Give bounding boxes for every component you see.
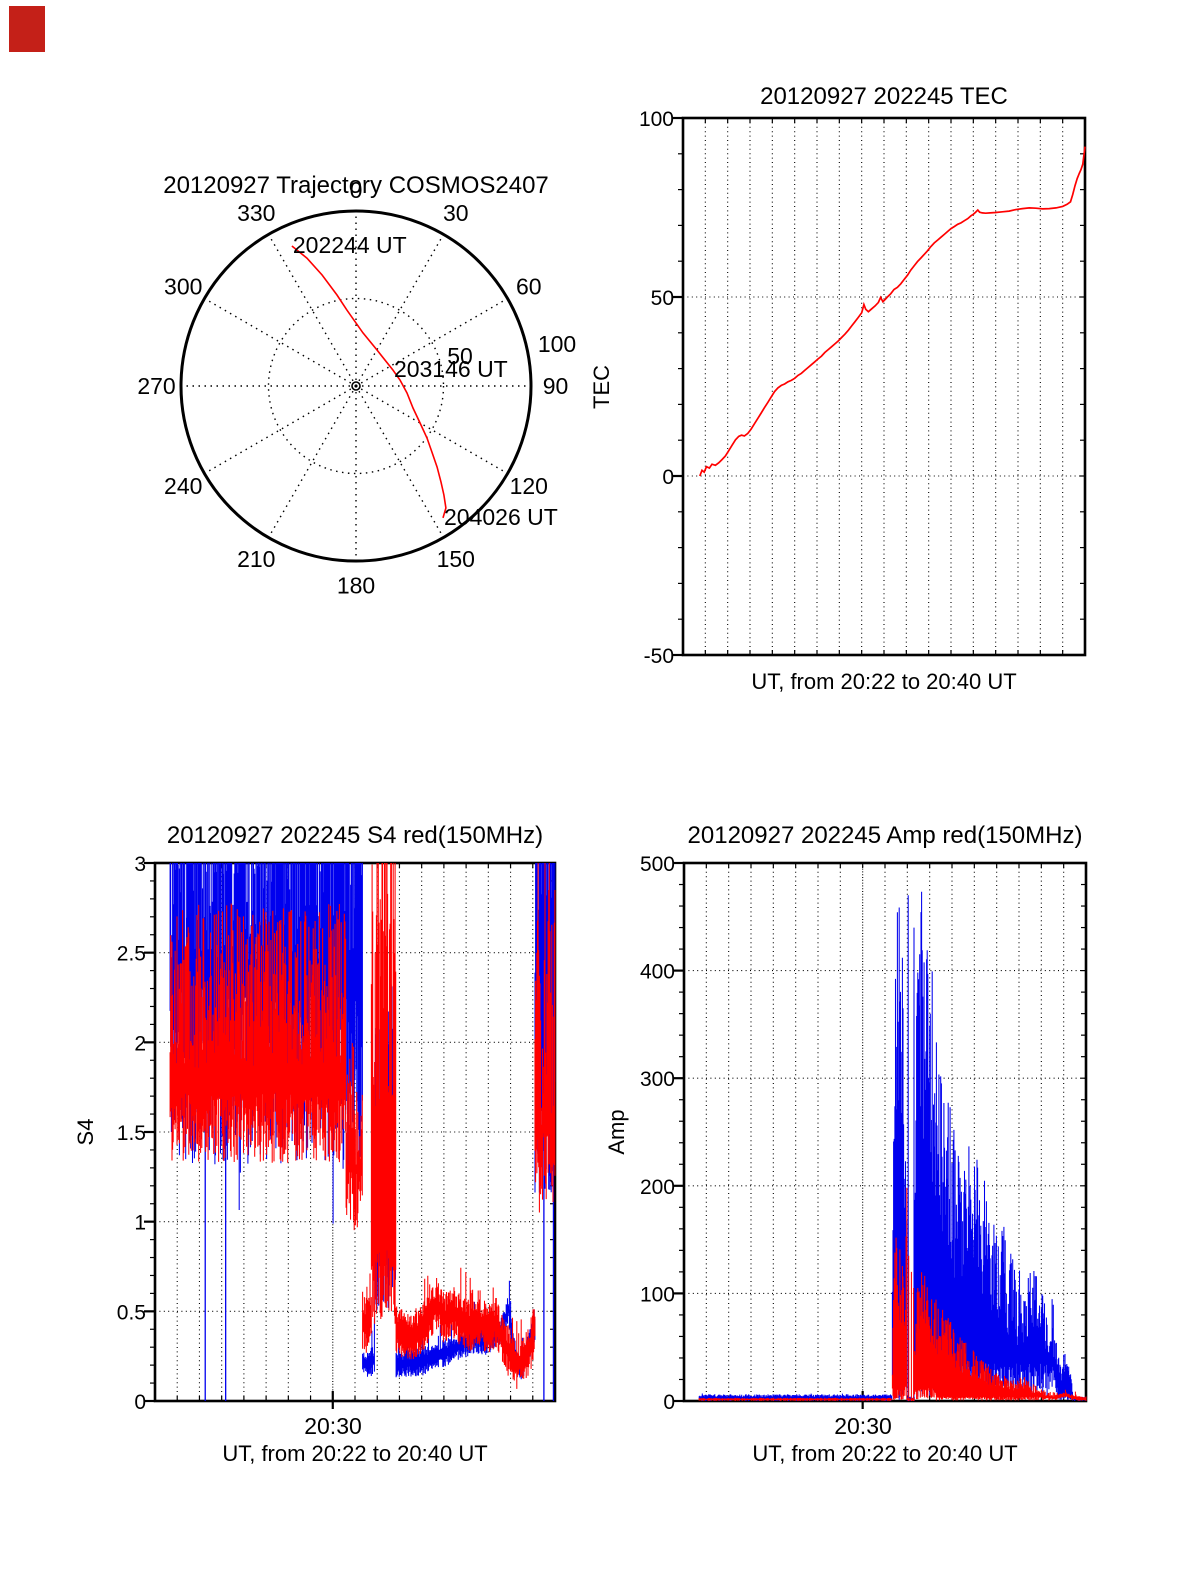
trajectory-time-annotation: 204026 UT: [444, 504, 558, 530]
azimuth-tick-label: 60: [516, 273, 542, 299]
trajectory-plot: 20120927 Trajectory COSMOS2407 0 30 60 90 12…: [137, 172, 576, 599]
polar-spoke: [204, 297, 357, 387]
s4-plot: 20120927 202245 S4 red(150MHz) S4 UT, fr…: [73, 822, 557, 1466]
tec-ylabel: TEC: [589, 365, 614, 409]
trajectory-time-annotation: 203146 UT: [394, 356, 508, 382]
azimuth-tick-label: 120: [510, 473, 548, 499]
radial-tick-label: 100: [538, 331, 576, 357]
amp-plot: 20120927 202245 Amp red(150MHz) Amp UT, …: [604, 822, 1088, 1466]
red-150MHz-strokes: [698, 1187, 1087, 1401]
y-tick-label: 500: [640, 853, 675, 876]
azimuth-tick-label: 90: [543, 373, 569, 399]
s4-body: 3 2.5 2 1.5 1 0.5 0: [117, 853, 557, 1414]
azimuth-tick-label: 210: [237, 546, 275, 572]
y-tick-label: -50: [644, 645, 674, 668]
s4-ylabel: S4: [73, 1119, 98, 1146]
y-tick-label: 0.5: [117, 1301, 146, 1324]
trajectory-path: [291, 245, 447, 519]
amp-ylabel: Amp: [604, 1109, 629, 1154]
polar-spoke: [267, 385, 357, 538]
azimuth-tick-label: 30: [443, 200, 469, 226]
amp-body: 500 400 300 200 100 0: [640, 853, 1088, 1414]
azimuth-tick-label: 270: [137, 373, 175, 399]
y-tick-label: 200: [640, 1176, 675, 1199]
amp-title: 20120927 202245 Amp red(150MHz): [688, 822, 1083, 849]
tec-plot: 20120927 202245 TEC TEC UT, from 20:22 t…: [589, 83, 1087, 694]
red-150MHz-strokes: [169, 863, 556, 1389]
tec-body: 100 50 0 -50: [639, 108, 1087, 668]
y-tick-label: 1: [134, 1212, 146, 1235]
y-tick-label: 1.5: [117, 1122, 146, 1145]
y-tick-label: 400: [640, 961, 675, 984]
azimuth-tick-label: 240: [164, 473, 202, 499]
polar-spoke: [355, 385, 508, 475]
y-tick-label: 2: [134, 1032, 146, 1055]
azimuth-tick-label: 150: [437, 546, 475, 572]
y-tick-label: 0: [662, 466, 674, 489]
azimuth-tick-label: 300: [164, 273, 202, 299]
y-tick-label: 0: [134, 1391, 146, 1414]
y-tick-label: 0: [663, 1391, 675, 1414]
azimuth-tick-label: 0: [350, 177, 363, 203]
trajectory-time-annotation: 202244 UT: [293, 232, 407, 258]
red-stamp-mark: [9, 6, 45, 52]
y-tick-label: 300: [640, 1068, 675, 1091]
trajectory-body: 0 30 60 90 120 150 180 210 240 270 300 330 50 100 2022…: [137, 177, 576, 599]
y-tick-label: 100: [640, 1283, 675, 1306]
tec-series-line: [699, 146, 1086, 477]
trajectory-title: 20120927 Trajectory COSMOS2407: [163, 172, 549, 199]
y-tick-label: 2.5: [117, 943, 146, 966]
amp-xlabel: UT, from 20:22 to 20:40 UT: [752, 1441, 1017, 1466]
y-tick-label: 50: [651, 287, 674, 310]
polar-outer-circle: [179, 209, 533, 563]
y-tick-label: 100: [639, 108, 674, 131]
y-tick-label: 3: [134, 853, 146, 876]
radial-tick-label: 50: [447, 343, 473, 369]
polar-center-marker: [351, 381, 361, 391]
s4-xlabel: UT, from 20:22 to 20:40 UT: [222, 1441, 487, 1466]
blue-channel-strokes: [698, 891, 1087, 1401]
tec-title: 20120927 202245 TEC: [760, 83, 1008, 110]
amp-xtick-label: 20:30: [834, 1413, 892, 1439]
tec-xlabel: UT, from 20:22 to 20:40 UT: [751, 669, 1016, 694]
s4-xtick-label: 20:30: [304, 1413, 362, 1439]
s4-title: 20120927 202245 S4 red(150MHz): [167, 822, 543, 849]
polar-inner-circle: [267, 297, 445, 475]
azimuth-tick-label: 330: [237, 200, 275, 226]
azimuth-tick-label: 180: [337, 573, 375, 599]
